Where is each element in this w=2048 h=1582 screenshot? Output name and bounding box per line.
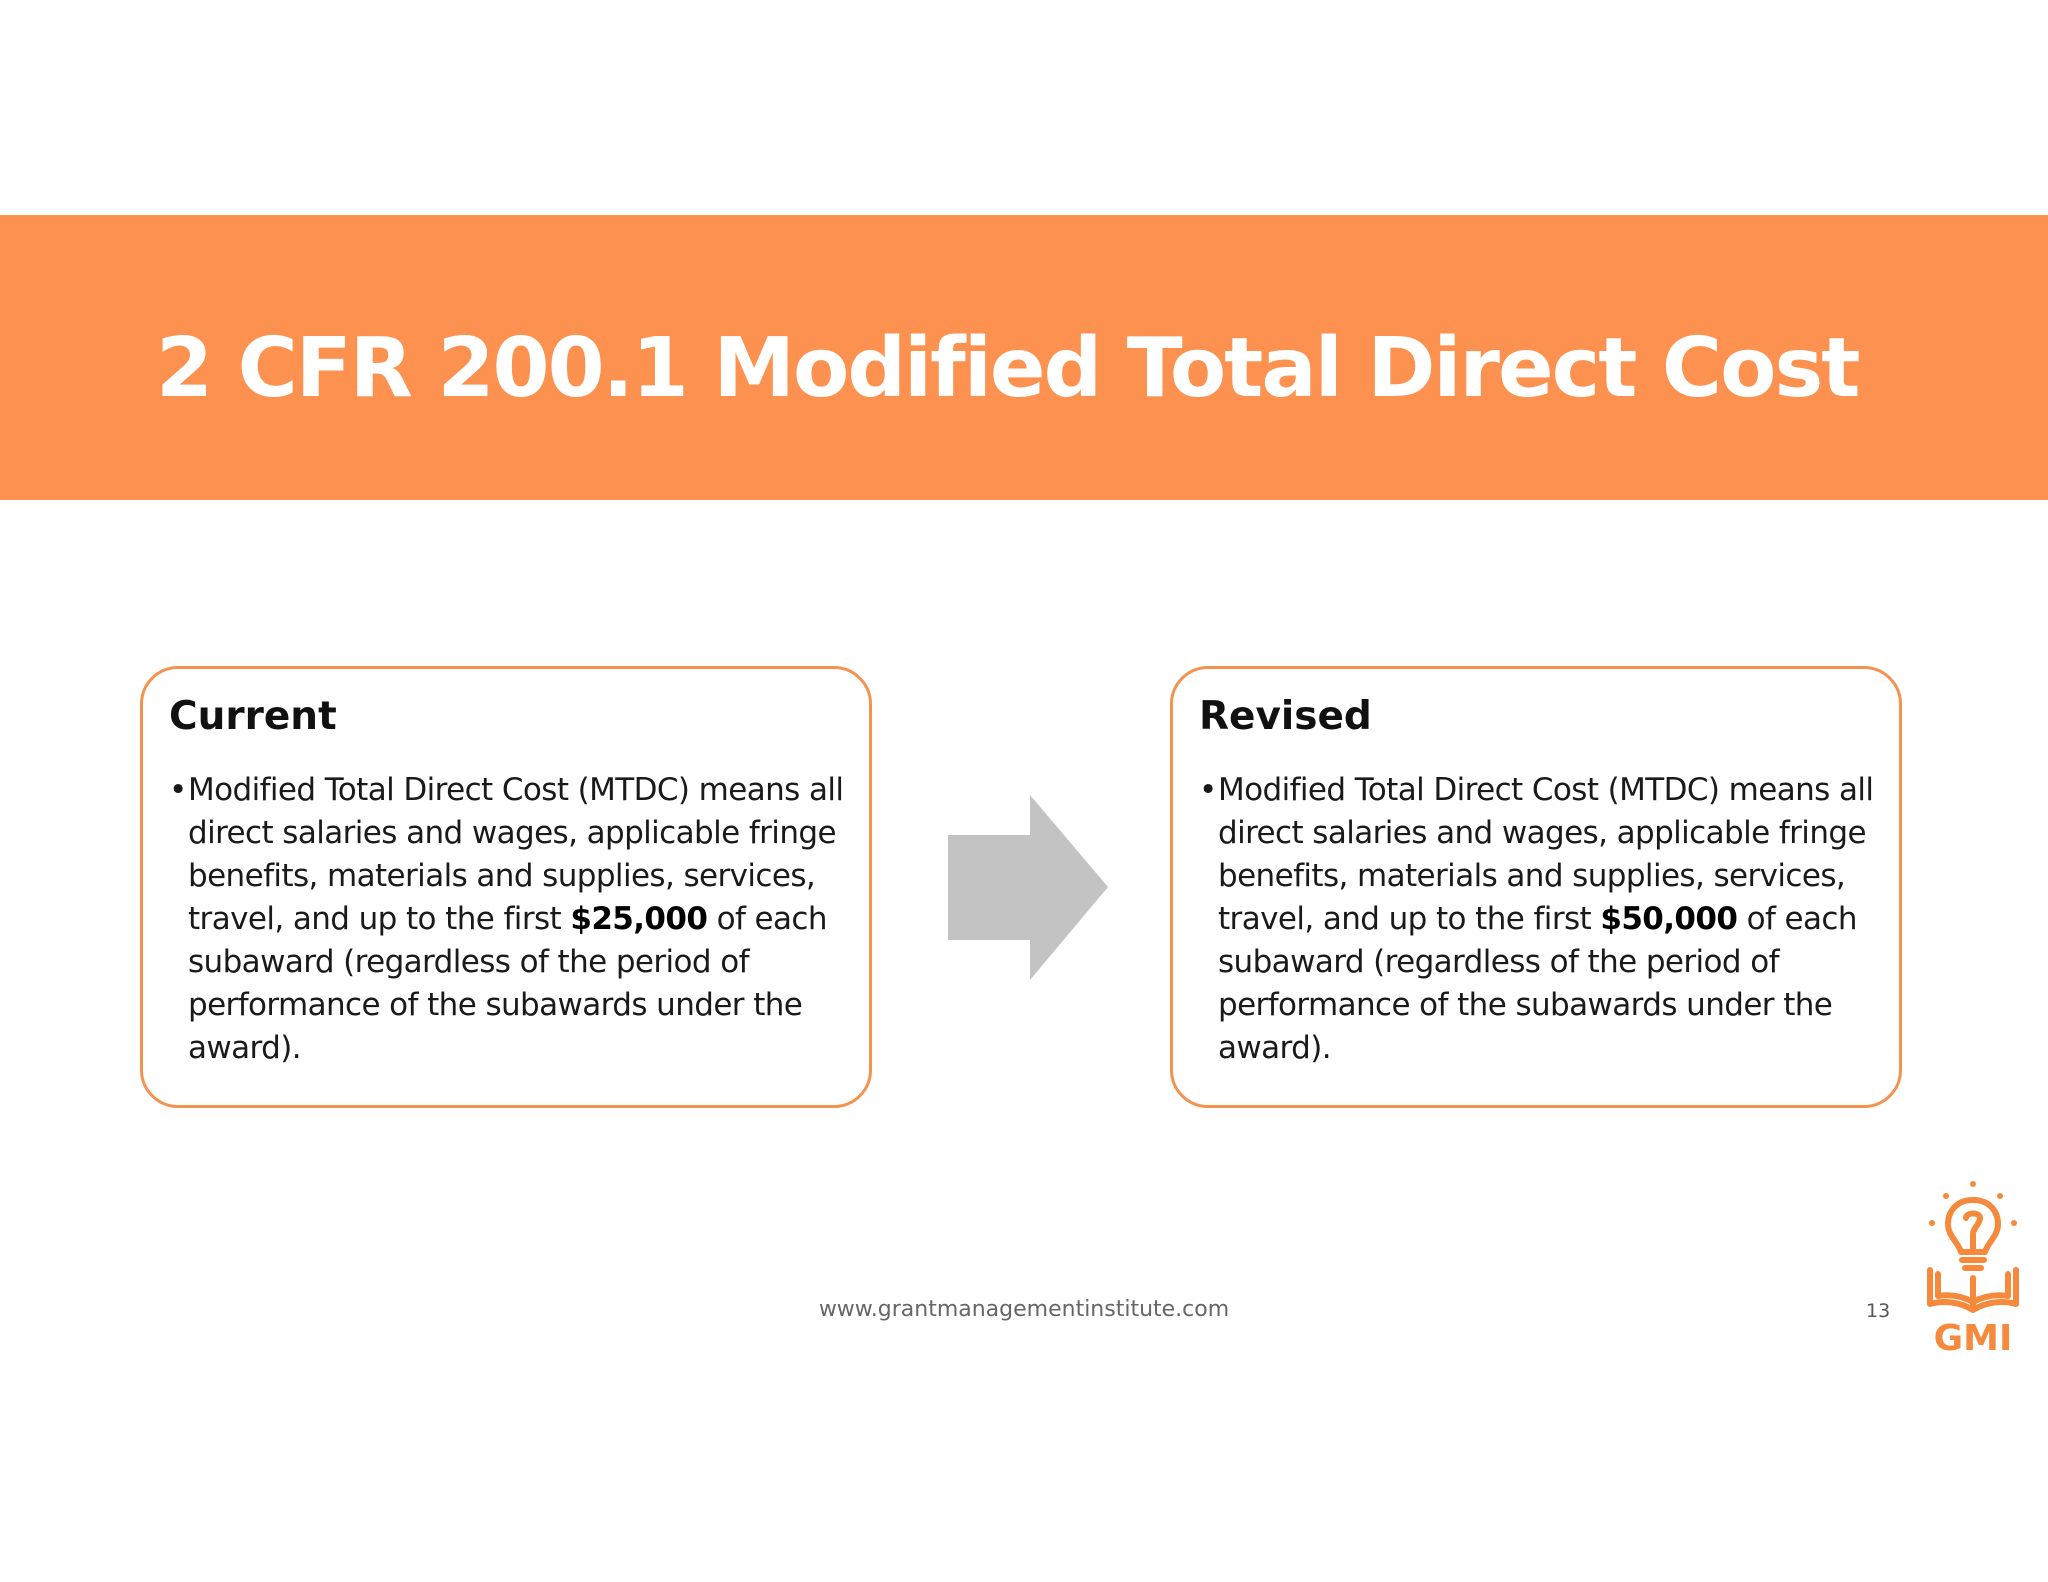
footer-url: www.grantmanagementinstitute.com (818, 1297, 1230, 1322)
revised-amount: $50,000 (1600, 901, 1738, 937)
current-bullet: • Modified Total Direct Cost (MTDC) mean… (169, 769, 859, 1070)
bullet-dot-icon: • (1199, 772, 1217, 808)
revised-bullet: • Modified Total Direct Cost (MTDC) mean… (1199, 769, 1889, 1070)
revised-heading: Revised (1199, 694, 1372, 739)
page-number: 13 (1866, 1300, 1891, 1322)
right-arrow-icon (948, 795, 1108, 980)
current-bullet-text: Modified Total Direct Cost (MTDC) means … (188, 769, 859, 1070)
title-band (0, 215, 2048, 500)
current-amount: $25,000 (570, 901, 708, 937)
current-bullet-suffix: of each subaward (regardless of the peri… (188, 901, 828, 1066)
current-heading: Current (169, 694, 337, 739)
bullet-dot-icon: • (169, 772, 187, 808)
revised-card: Revised • Modified Total Direct Cost (MT… (1170, 666, 1902, 1108)
slide-title: 2 CFR 200.1 Modified Total Direct Cost (156, 321, 1860, 416)
lightbulb-book-icon (1927, 1181, 2019, 1313)
logo-text: GMI (1934, 1318, 2013, 1358)
current-bullet-prefix: Modified Total Direct Cost (MTDC) means … (188, 772, 844, 937)
revised-bullet-prefix: Modified Total Direct Cost (MTDC) means … (1218, 772, 1874, 937)
revised-bullet-text: Modified Total Direct Cost (MTDC) means … (1218, 769, 1889, 1070)
revised-bullet-suffix: of each subaward (regardless of the peri… (1218, 901, 1858, 1066)
gmi-logo: GMI (1927, 1181, 2019, 1358)
current-card: Current • Modified Total Direct Cost (MT… (140, 666, 872, 1108)
